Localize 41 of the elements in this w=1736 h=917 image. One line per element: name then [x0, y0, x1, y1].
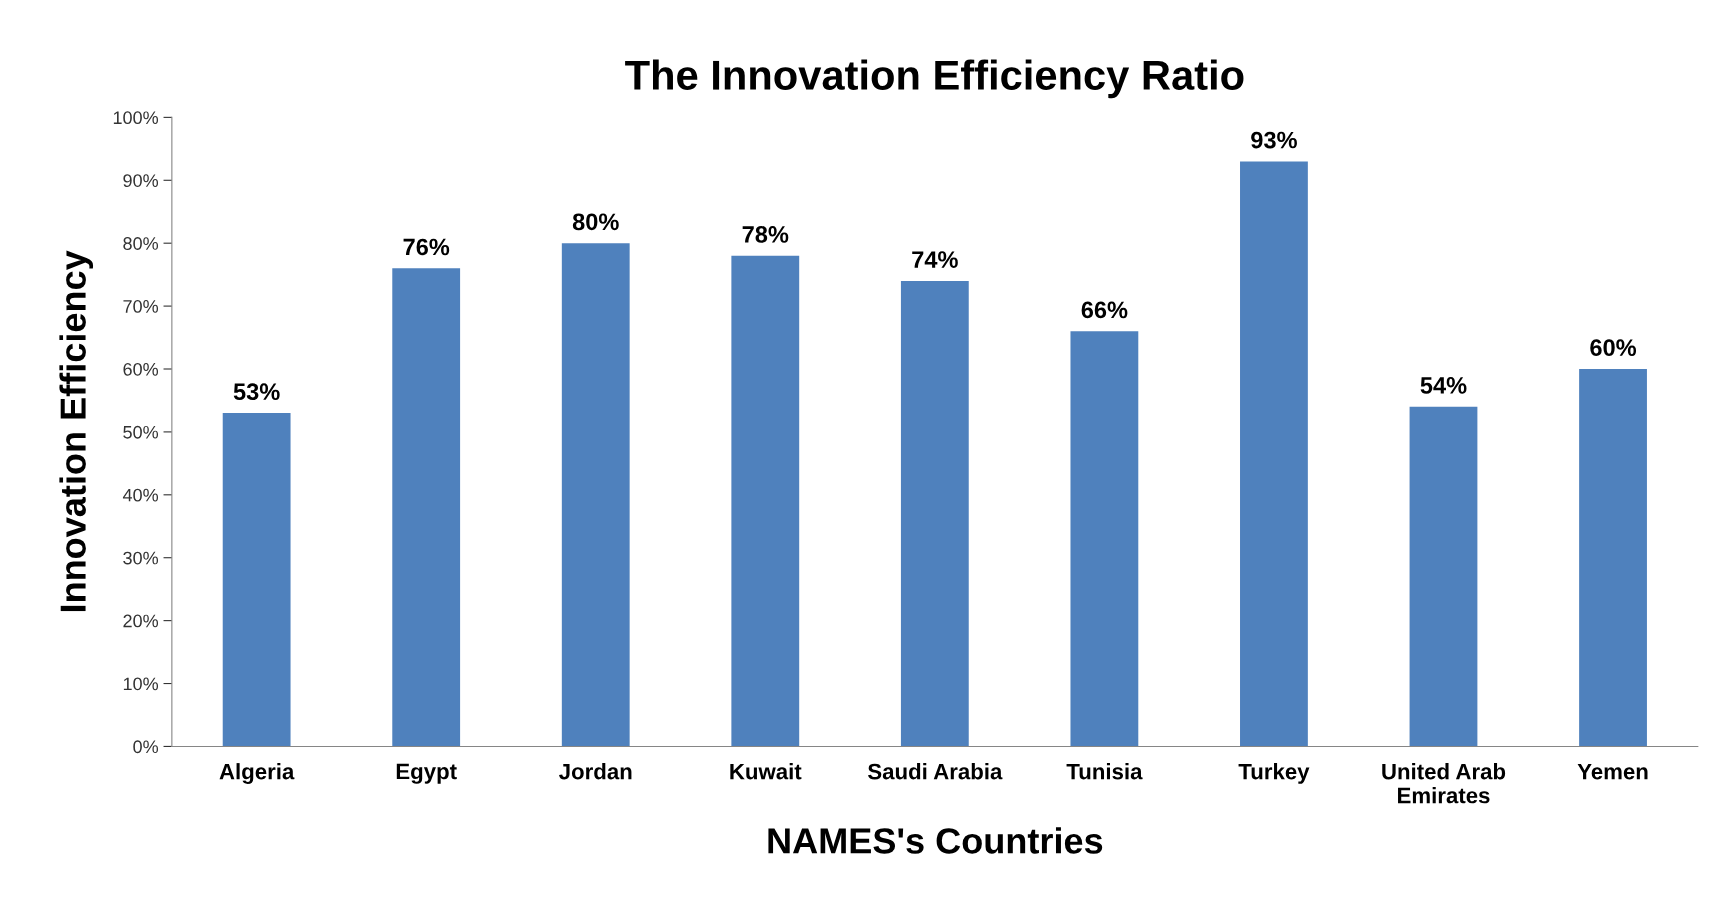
data-label: 53%: [233, 383, 280, 401]
x-tick-label: Jordan: [559, 763, 632, 780]
y-axis-title: Innovation Efficiency: [59, 250, 94, 612]
y-tick-label: 90%: [123, 174, 159, 187]
x-tick-label: Yemen: [1577, 763, 1648, 780]
x-tick-label: Kuwait: [730, 763, 802, 780]
y-tick-label: 70%: [123, 300, 159, 313]
bar: [561, 243, 630, 747]
y-tick-label: 80%: [123, 237, 159, 250]
bar: [1070, 331, 1139, 747]
x-tick-label: Tunisia: [1066, 763, 1143, 780]
x-tick-label: Saudi Arabia: [867, 763, 1003, 780]
y-tick-label: 0%: [133, 740, 159, 754]
bar: [222, 413, 291, 747]
y-tick-label: 10%: [123, 677, 159, 691]
bar: [1579, 369, 1647, 747]
data-label: 78%: [742, 226, 789, 243]
bar: [900, 280, 969, 747]
bar: [392, 268, 461, 747]
data-label: 93%: [1251, 131, 1297, 149]
x-tick-label: Turkey: [1238, 763, 1310, 784]
data-label: 60%: [1590, 339, 1637, 356]
data-label: 66%: [1081, 301, 1128, 319]
chart-title: The Innovation Efficiency Ratio: [625, 59, 1244, 99]
data-label: 54%: [1420, 377, 1467, 394]
bar: [1240, 161, 1308, 747]
y-tick-label: 30%: [123, 551, 159, 565]
x-tick-label: Algeria: [219, 763, 295, 784]
data-label: 74%: [912, 251, 958, 268]
y-tick-label: 50%: [123, 425, 159, 439]
y-tick-label: 40%: [122, 488, 159, 502]
y-tick-label: 60%: [123, 362, 159, 376]
x-tick-label: Egypt: [396, 763, 457, 784]
data-label: 76%: [403, 238, 450, 256]
y-tick-label: 100%: [113, 111, 159, 125]
bar: [1409, 406, 1478, 747]
x-axis-title: NAMES's Countries: [768, 827, 1103, 854]
data-label: 80%: [572, 213, 619, 231]
x-tick-label: United Arab Emirates: [1382, 763, 1506, 804]
bar: [731, 255, 800, 747]
y-tick-label: 20%: [123, 614, 159, 628]
